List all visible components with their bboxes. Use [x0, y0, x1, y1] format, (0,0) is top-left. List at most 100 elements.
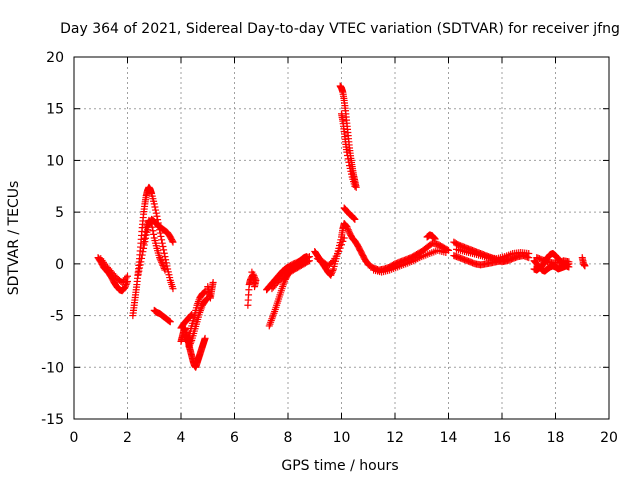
data-point: [124, 272, 131, 280]
data-point: [250, 279, 258, 287]
data-point: [140, 239, 148, 247]
data-point: [152, 206, 160, 214]
series-track-22: [370, 246, 450, 276]
data-point: [339, 237, 347, 245]
data-point: [135, 267, 143, 275]
data-point: [430, 233, 438, 241]
data-point: [146, 218, 154, 226]
y-axis-ticks: -15 -10 -5 0 5 10 15 20: [41, 50, 609, 428]
data-point: [442, 248, 450, 256]
series-track-17: [313, 234, 348, 270]
data-point: [138, 251, 146, 259]
data-point: [153, 212, 161, 220]
data-point: [157, 232, 165, 240]
data-point: [249, 275, 257, 283]
data-point: [327, 270, 335, 278]
y-tick-label: -15: [41, 412, 64, 428]
y-axis-label: SDTVAR / TECUs: [6, 181, 22, 296]
data-point: [344, 224, 352, 232]
data-point: [430, 234, 438, 242]
x-tick-label: 2: [123, 430, 132, 446]
data-point: [150, 200, 158, 208]
series-track-25: [450, 252, 511, 269]
data-point: [525, 250, 533, 258]
data-point: [137, 258, 145, 266]
data-point: [344, 152, 352, 160]
x-tick-label: 14: [440, 430, 458, 446]
data-point: [336, 244, 344, 252]
data-point: [157, 257, 165, 265]
x-tick-label: 8: [284, 430, 293, 446]
series-track-2: [97, 255, 131, 286]
data-point: [158, 236, 166, 244]
series-track-3: [129, 183, 177, 320]
data-point: [159, 243, 167, 251]
data-point: [147, 219, 155, 227]
series-track-28: [530, 257, 573, 275]
data-point: [169, 238, 177, 246]
series-track-16: [311, 220, 372, 279]
data-point: [141, 231, 149, 239]
data-point: [160, 263, 168, 271]
data-point: [166, 318, 174, 326]
series-track-11: [177, 311, 196, 332]
x-tick-label: 12: [386, 430, 404, 446]
x-tick-label: 20: [600, 430, 618, 446]
data-point: [343, 223, 351, 231]
data-point: [186, 339, 194, 347]
data-point: [158, 258, 166, 266]
data-point: [122, 274, 130, 282]
data-point: [327, 271, 335, 279]
data-point: [328, 258, 336, 266]
data-point: [565, 258, 573, 266]
series-track-30: [578, 254, 589, 270]
series-track-29: [533, 254, 573, 267]
data-point: [329, 267, 337, 275]
data-point: [344, 155, 352, 163]
data-point: [156, 229, 164, 237]
data-point: [581, 262, 589, 270]
data-point: [202, 296, 210, 304]
series-track-5: [140, 216, 169, 274]
x-tick-label: 6: [230, 430, 239, 446]
y-tick-label: 15: [46, 102, 64, 118]
series-track-15: [268, 257, 313, 293]
series-track-7: [177, 324, 209, 371]
series-track-19: [338, 110, 359, 190]
data-point: [156, 254, 164, 262]
x-axis-label: GPS time / hours: [281, 458, 398, 474]
data-point: [328, 268, 336, 276]
data-point: [188, 311, 196, 319]
x-tick-label: 10: [333, 430, 351, 446]
data-point: [161, 253, 169, 261]
y-tick-label: 10: [46, 153, 64, 169]
x-tick-label: 0: [70, 430, 79, 446]
x-tick-label: 4: [177, 430, 186, 446]
data-point: [344, 226, 352, 234]
series-track-26: [453, 245, 533, 263]
data-point: [168, 237, 176, 245]
data-points: [94, 82, 589, 371]
data-point: [335, 247, 343, 255]
data-point: [431, 235, 439, 243]
data-point: [150, 230, 158, 238]
data-point: [251, 283, 259, 291]
data-point: [350, 215, 358, 223]
series-track-10: [204, 278, 217, 302]
data-point: [187, 338, 195, 346]
data-point: [304, 258, 312, 266]
series-track-23: [423, 231, 439, 243]
series-track-20: [340, 204, 359, 223]
data-point: [138, 254, 146, 262]
data-point: [350, 214, 358, 222]
data-point: [158, 239, 166, 247]
data-point: [160, 246, 168, 254]
data-point: [148, 220, 156, 228]
data-point: [186, 341, 194, 349]
data-point: [201, 334, 209, 342]
data-point: [121, 282, 129, 290]
data-point: [161, 266, 169, 274]
data-point: [122, 281, 130, 289]
data-point: [139, 248, 147, 256]
data-point: [121, 284, 129, 292]
